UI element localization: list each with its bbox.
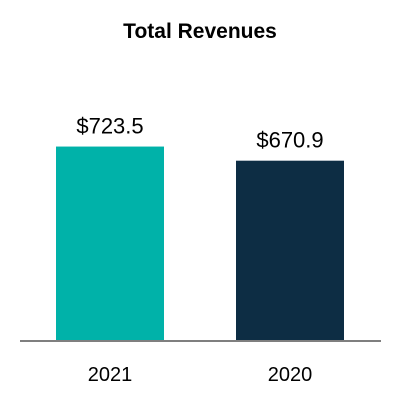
x-tick-label-2020: 2020	[268, 364, 313, 386]
chart-title: Total Revenues	[123, 20, 277, 43]
data-label-group: $723.5 $670.9	[76, 114, 323, 153]
bar-2021	[56, 146, 164, 341]
bar-group	[56, 146, 344, 341]
data-label-2020: $670.9	[256, 128, 323, 153]
x-tick-label-group: 2021 2020	[88, 364, 313, 386]
x-tick-label-2021: 2021	[88, 364, 133, 386]
data-label-2021: $723.5	[76, 114, 143, 139]
bar-2020	[236, 160, 344, 341]
